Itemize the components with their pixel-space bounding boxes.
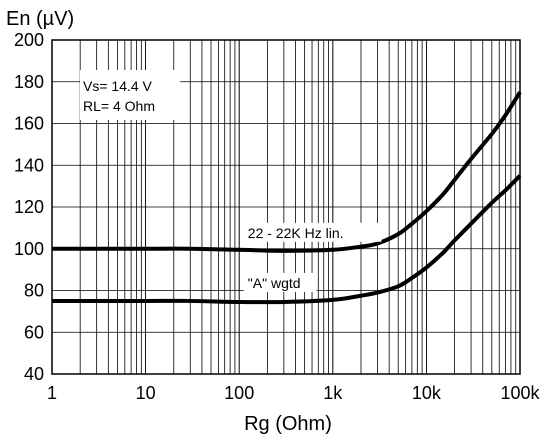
- y-tick-label: 140: [14, 155, 44, 175]
- series-line-0: [51, 91, 522, 253]
- y-tick-label: 40: [24, 364, 44, 384]
- series-label-1: "A" wgtd: [248, 275, 301, 291]
- conditions-annotation: Vs= 14.4 V RL= 4 Ohm: [80, 70, 180, 120]
- x-tick-label: 1k: [323, 383, 343, 403]
- y-tick-label: 120: [14, 197, 44, 217]
- series-lines: [51, 91, 522, 305]
- annotation-vs: Vs= 14.4 V: [83, 78, 153, 94]
- x-tick-label: 100k: [500, 383, 540, 403]
- y-tick-label: 200: [14, 30, 44, 50]
- y-tick-label: 160: [14, 114, 44, 134]
- x-tick-labels: 1 10 100 1k 10k 100k: [47, 383, 541, 403]
- series-label-bg: [243, 222, 382, 242]
- x-tick-label: 1: [47, 383, 57, 403]
- x-tick-label: 100: [224, 383, 254, 403]
- y-tick-label: 180: [14, 72, 44, 92]
- y-axis-title: En (µV): [6, 8, 74, 30]
- series-labels: 22 - 22K Hz lin. "A" wgtd: [243, 222, 382, 292]
- x-tick-label: 10: [136, 383, 156, 403]
- series-label-0: 22 - 22K Hz lin.: [248, 225, 344, 241]
- y-tick-label: 100: [14, 239, 44, 259]
- x-tick-label: 10k: [412, 383, 442, 403]
- plot-frame: [51, 39, 521, 375]
- x-axis-title: Rg (Ohm): [244, 413, 332, 435]
- y-tick-label: 80: [24, 281, 44, 301]
- y-tick-labels: 40 60 80 100 120 140 160 180 200: [14, 30, 44, 384]
- annotation-rl: RL= 4 Ohm: [83, 98, 155, 114]
- y-tick-label: 60: [24, 322, 44, 342]
- series-line-1: [52, 174, 522, 305]
- series-label-bg: [243, 272, 317, 292]
